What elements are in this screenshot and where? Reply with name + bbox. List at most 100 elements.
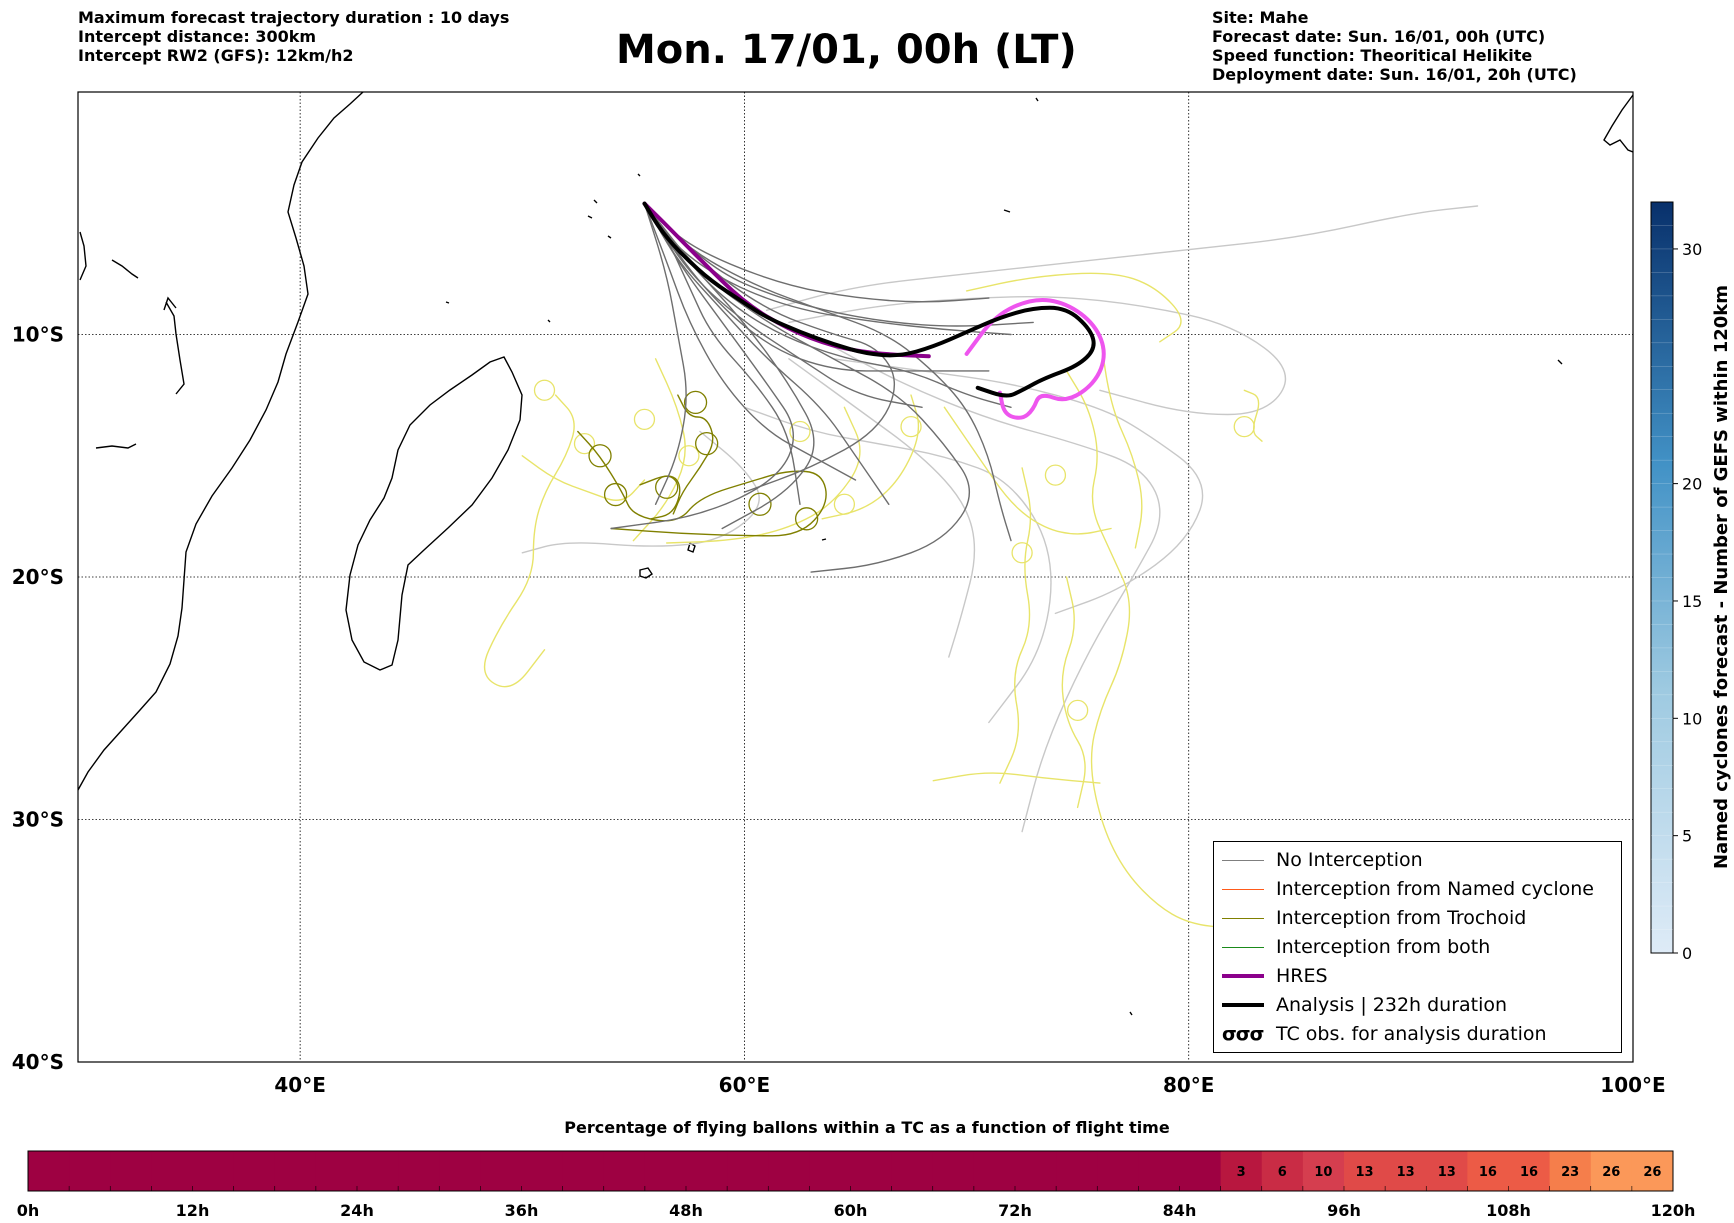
percentage-cell-label: 26 bbox=[1643, 1165, 1661, 1180]
gefs-track-yellow bbox=[965, 272, 1182, 343]
gefs-track-yellow bbox=[521, 455, 646, 501]
gefs-track-light bbox=[810, 333, 1161, 833]
percentage-ticks: 0h 12h 24h 36h 48h 60h 72h 84h 96h 108h 120h bbox=[17, 1186, 1695, 1220]
percentage-cell bbox=[932, 1151, 975, 1191]
percentage-cell bbox=[1302, 1151, 1345, 1191]
gefs-track-light bbox=[521, 430, 760, 554]
gefs-loop-yellow bbox=[633, 408, 656, 431]
gefs-track-light bbox=[788, 295, 1287, 416]
percentage-cell bbox=[357, 1151, 399, 1191]
percentage-cell-label: 13 bbox=[1356, 1165, 1374, 1180]
percentage-cell bbox=[891, 1151, 934, 1191]
coast-coastal-islands bbox=[79, 231, 185, 449]
map-x-ticks: 40°E 60°E 80°E 100°E bbox=[274, 1073, 1665, 1097]
legend-label: Interception from Named cyclone bbox=[1276, 878, 1594, 900]
gefs-loop-yellow bbox=[533, 379, 556, 401]
legend-item-both: Interception from both bbox=[1222, 933, 1490, 961]
legend-item-trochoid: Interception from Trochoid bbox=[1222, 904, 1526, 932]
colorbar: 0 5 10 15 20 30 Named cyclones forecast - Num… bbox=[1650, 201, 1732, 963]
percentage-tick-label: 108h bbox=[1486, 1201, 1531, 1220]
gefs-loop-yellow bbox=[1233, 415, 1255, 438]
legend-swatch bbox=[1222, 974, 1264, 978]
colorbar-tick-label: 30 bbox=[1682, 240, 1702, 259]
page-title: Mon. 17/01, 00h (LT) bbox=[616, 27, 1077, 73]
percentage-cell bbox=[1590, 1151, 1633, 1191]
percentage-cell-label: 23 bbox=[1561, 1165, 1579, 1180]
percentage-cell bbox=[1056, 1151, 1098, 1191]
legend-label: Interception from both bbox=[1276, 936, 1491, 958]
colorbar-tick-label: 5 bbox=[1682, 827, 1692, 846]
percentage-cell-label: 10 bbox=[1314, 1165, 1332, 1180]
percentage-tick-label: 84h bbox=[1163, 1201, 1197, 1220]
colorbar-ticks: 0 5 10 15 20 30 bbox=[1673, 240, 1702, 963]
x-tick-label: 60°E bbox=[719, 1073, 771, 1097]
percentage-cell-label: 13 bbox=[1397, 1165, 1415, 1180]
percentage-cell-label: 6 bbox=[1278, 1165, 1287, 1180]
percentage-bar-title: Percentage of flying ballons within a TC… bbox=[564, 1118, 1170, 1137]
gefs-loop-trochoid bbox=[588, 444, 612, 468]
percentage-cell bbox=[192, 1151, 235, 1191]
legend: No Interception Interception from Named … bbox=[1213, 841, 1622, 1053]
coastlines bbox=[78, 92, 1633, 1016]
legend-swatch bbox=[1222, 888, 1264, 890]
gefs-track-yellow bbox=[1061, 576, 1086, 809]
coast-small-islands bbox=[445, 97, 1563, 1016]
percentage-cell bbox=[480, 1151, 522, 1191]
x-tick-label: 80°E bbox=[1163, 1073, 1215, 1097]
colorbar-tick-label: 20 bbox=[1682, 475, 1702, 494]
percentage-cell bbox=[151, 1151, 193, 1191]
gefs-track-light bbox=[765, 205, 1479, 311]
percentage-cell-label: 13 bbox=[1438, 1165, 1456, 1180]
map-y-ticks: 10°S 20°S 30°S 40°S bbox=[12, 323, 64, 1075]
colorbar-bands bbox=[1651, 225, 1673, 930]
percentage-cell bbox=[768, 1151, 810, 1191]
info-line: Speed function: Theoritical Helikite bbox=[1212, 46, 1533, 65]
tc-symbol-icon: σσσ bbox=[1222, 1023, 1264, 1045]
percentage-cell-label: 16 bbox=[1479, 1165, 1497, 1180]
gefs-loop-trochoid bbox=[683, 390, 708, 415]
gefs-track-no-interception bbox=[610, 202, 795, 530]
info-line: Site: Mahe bbox=[1212, 8, 1309, 27]
coast-australia bbox=[1603, 94, 1633, 153]
percentage-cell bbox=[28, 1151, 70, 1191]
coast-madagascar bbox=[345, 356, 523, 671]
gefs-loop-yellow bbox=[1011, 542, 1033, 564]
coast-reunion bbox=[639, 567, 653, 579]
percentage-cell bbox=[1344, 1151, 1386, 1191]
colorbar-tick-label: 10 bbox=[1682, 709, 1702, 728]
percentage-cell bbox=[809, 1151, 851, 1191]
legend-label: Interception from Trochoid bbox=[1276, 907, 1527, 929]
percentage-cell bbox=[1426, 1151, 1468, 1191]
percentage-cell bbox=[973, 1151, 1016, 1191]
percentage-cells: 3 6 10 13 13 13 16 16 23 26 26 bbox=[28, 1151, 1674, 1191]
gefs-loop-trochoid bbox=[603, 482, 628, 507]
hres-track-light bbox=[964, 297, 1106, 420]
colorbar-gradient bbox=[1650, 201, 1674, 954]
info-right: Site: Mahe Forecast date: Sun. 16/01, 00… bbox=[1212, 8, 1577, 84]
percentage-tick-label: 60h bbox=[834, 1201, 868, 1220]
percentage-cell bbox=[1467, 1151, 1509, 1191]
percentage-cell bbox=[315, 1151, 358, 1191]
gefs-track-trochoid bbox=[672, 394, 714, 515]
percentage-tick-label: 48h bbox=[669, 1201, 703, 1220]
colorbar-label: Named cyclones forecast - Number of GEFS… bbox=[1711, 285, 1732, 869]
gefs-track-yellow bbox=[821, 394, 920, 520]
y-tick-label: 10°S bbox=[12, 323, 64, 347]
x-tick-label: 100°E bbox=[1600, 1073, 1665, 1097]
percentage-cell bbox=[1508, 1151, 1551, 1191]
gefs-loop-yellow bbox=[678, 445, 700, 467]
percentage-cell bbox=[439, 1151, 481, 1191]
gefs-track-light bbox=[832, 358, 1204, 615]
gefs-track-yellow bbox=[666, 406, 861, 544]
percentage-tick-label: 36h bbox=[505, 1201, 539, 1220]
gefs-loop-trochoid bbox=[748, 492, 772, 516]
gefs-track-yellow bbox=[483, 394, 575, 688]
percentage-cell bbox=[1631, 1151, 1674, 1191]
percentage-cell bbox=[233, 1151, 276, 1191]
gefs-loop-yellow bbox=[573, 432, 596, 455]
gefs-loop-trochoid bbox=[695, 431, 719, 456]
percentage-cell-label: 26 bbox=[1602, 1165, 1620, 1180]
gefs-track-trochoid bbox=[639, 475, 681, 520]
percentage-cell bbox=[562, 1151, 605, 1191]
